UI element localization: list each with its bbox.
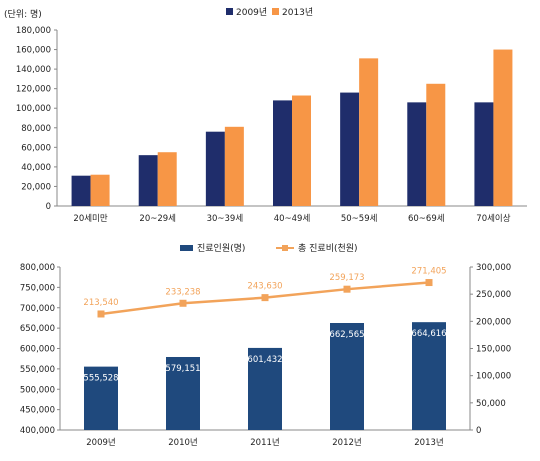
- bar-2009: [407, 102, 427, 206]
- cost-data-label: 259,173: [329, 273, 364, 283]
- left-tick-label: 500,000: [20, 385, 55, 395]
- cost-point: [425, 279, 433, 287]
- legend-label-2009: 2009년: [236, 7, 267, 18]
- bar-2013: [224, 126, 244, 206]
- patients-bar: [330, 323, 364, 430]
- x-tick-label: 30~39세: [207, 214, 244, 224]
- legend-swatch-2013: [272, 8, 279, 15]
- bar-2009: [340, 92, 360, 206]
- cost-data-label: 233,238: [165, 287, 200, 297]
- bar-2009: [71, 175, 91, 206]
- cost-data-label: 243,630: [247, 282, 282, 292]
- patients-bar: [84, 366, 118, 430]
- legend-marker-cost: [282, 245, 288, 251]
- legend-label-cost: 총 진료비(천원): [298, 243, 358, 254]
- bar-2009: [205, 131, 225, 206]
- bar-2013: [292, 95, 311, 206]
- x-tick-label: 2012년: [332, 437, 361, 448]
- x-tick-label: 50~59세: [341, 214, 378, 224]
- bar-2009: [474, 102, 494, 206]
- age-group-bar-chart: (단위: 명) 2009년 2013년 0 20,000 40,000 60,000 8…: [4, 7, 527, 224]
- right-tick-label: 150,000: [476, 345, 511, 355]
- bar-2013: [359, 58, 379, 206]
- right-tick-label: 200,000: [476, 317, 511, 327]
- legend-swatch-2009: [226, 8, 233, 15]
- patients-data-label: 555,528: [83, 374, 118, 384]
- y-tick-label: 0: [46, 202, 51, 212]
- x-tick-label: 60~69세: [408, 214, 445, 224]
- legend-label-2013: 2013년: [282, 7, 313, 18]
- patients-bar: [166, 356, 200, 430]
- patients-and-cost-combo-chart: 진료인원(명) 총 진료비(천원) 400,000 450,000 500,000 5…: [20, 243, 511, 448]
- x-tick-label: 2013년: [414, 437, 443, 448]
- x-tick-label: 20~29세: [139, 214, 176, 224]
- patients-data-label: 662,565: [329, 330, 364, 340]
- left-tick-label: 800,000: [20, 263, 55, 273]
- y-tick-label: 60,000: [21, 143, 51, 153]
- x-tick-label: 2009년: [86, 437, 115, 448]
- bar-2013: [426, 83, 446, 206]
- left-tick-label: 600,000: [20, 345, 55, 355]
- patients-data-label: 601,432: [247, 355, 282, 365]
- right-tick-label: 0: [476, 426, 481, 436]
- left-tick-label: 450,000: [20, 406, 55, 416]
- bar-2013: [90, 174, 110, 206]
- y-tick-label: 80,000: [21, 124, 51, 134]
- y-tick-label: 180,000: [16, 26, 51, 36]
- legend-label-patients: 진료인원(명): [197, 243, 245, 254]
- cost-data-label: 213,540: [83, 298, 118, 308]
- patients-data-label: 664,616: [411, 329, 446, 339]
- x-tick-label: 40~49세: [274, 214, 311, 224]
- patients-bar: [412, 322, 446, 430]
- cost-point: [261, 294, 269, 302]
- cost-point: [97, 310, 105, 318]
- bar-2013: [157, 152, 177, 206]
- left-tick-label: 750,000: [20, 283, 55, 293]
- y-tick-label: 100,000: [16, 104, 51, 114]
- chart2-legend: 진료인원(명) 총 진료비(천원): [180, 243, 358, 254]
- y-tick-label: 160,000: [16, 46, 51, 56]
- left-tick-label: 400,000: [20, 426, 55, 436]
- legend-swatch-patients: [180, 245, 193, 251]
- bar-2009: [273, 100, 292, 206]
- right-tick-label: 100,000: [476, 372, 511, 382]
- y-tick-label: 140,000: [16, 65, 51, 75]
- x-tick-label: 20세미만: [73, 214, 107, 224]
- x-tick-label: 70세이상: [476, 213, 510, 224]
- x-tick-label: 2010년: [168, 437, 197, 448]
- right-tick-label: 300,000: [476, 263, 511, 273]
- unit-label: (단위: 명): [4, 9, 42, 20]
- x-tick-label: 2011년: [250, 437, 279, 448]
- right-tick-label: 250,000: [476, 290, 511, 300]
- cost-point: [343, 285, 351, 293]
- patients-data-label: 579,151: [165, 364, 200, 374]
- patients-bar: [248, 347, 282, 430]
- left-tick-label: 700,000: [20, 304, 55, 314]
- y-tick-label: 120,000: [16, 85, 51, 95]
- y-tick-label: 20,000: [21, 182, 51, 192]
- cost-point: [179, 299, 187, 307]
- bar-2009: [138, 155, 158, 206]
- chart1-legend: 2009년 2013년: [226, 7, 313, 18]
- left-tick-label: 550,000: [20, 365, 55, 375]
- y-tick-label: 40,000: [21, 163, 51, 173]
- bar-2013: [493, 49, 513, 206]
- cost-data-label: 271,405: [411, 267, 446, 277]
- left-tick-label: 650,000: [20, 324, 55, 334]
- right-tick-label: 50,000: [476, 399, 506, 409]
